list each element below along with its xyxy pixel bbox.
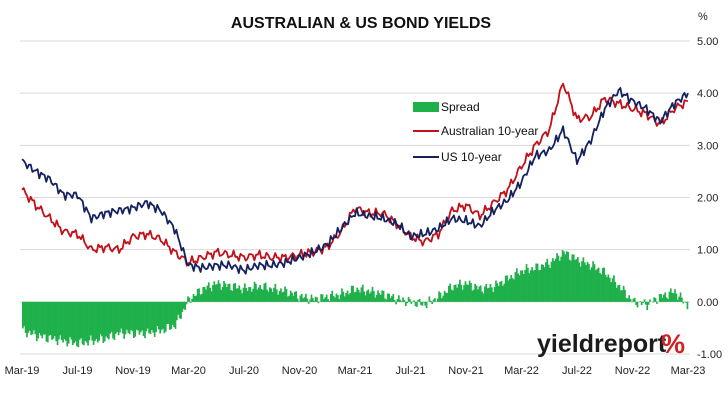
y-tick-label: 2.00	[697, 193, 718, 205]
spread-bar	[394, 300, 396, 302]
legend-label: Australian 10-year	[441, 124, 538, 138]
legend-label: Spread	[441, 100, 480, 114]
chart-title: AUSTRALIAN & US BOND YIELDS	[231, 15, 491, 32]
spread-bar	[434, 298, 436, 302]
x-tick-label: Nov-19	[115, 365, 150, 377]
spread-bar	[682, 302, 684, 304]
spread-bar	[642, 302, 644, 303]
x-tick-label: Jul-20	[229, 365, 259, 377]
x-tick-label: Nov-20	[282, 365, 317, 377]
legend-swatch-spread	[413, 102, 439, 112]
yieldreport-logo: yieldreport %	[537, 329, 685, 359]
spread-bar	[186, 302, 188, 305]
spread-bar	[404, 300, 406, 302]
spread-bar	[681, 298, 683, 302]
spread-bar	[644, 299, 646, 301]
y-axis-unit-label: %	[698, 11, 708, 23]
x-tick-label: Mar-19	[5, 365, 40, 377]
spread-bar	[189, 298, 191, 302]
logo-percent-symbol: %	[661, 329, 685, 359]
x-tick-label: Mar-21	[338, 365, 373, 377]
spread-bar	[316, 297, 318, 302]
legend-label: US 10-year	[441, 150, 502, 164]
spread-bar	[190, 302, 192, 303]
y-tick-label: 5.00	[697, 36, 718, 48]
x-tick-label: Jul-22	[562, 365, 592, 377]
spread-bar	[416, 302, 418, 307]
spread-bar	[318, 302, 320, 303]
spread-bar	[637, 302, 639, 308]
spread-bar	[634, 298, 636, 302]
legend: Spread Australian 10-year US 10-year	[413, 100, 538, 164]
spread-bar	[413, 301, 415, 302]
spread-bar	[656, 302, 658, 304]
spread-bar	[639, 301, 641, 302]
x-tick-label: Nov-21	[448, 365, 483, 377]
spread-bar	[426, 302, 428, 308]
x-tick-label: Mar-20	[171, 365, 206, 377]
x-tick-label: Mar-22	[504, 365, 539, 377]
spread-bar	[411, 302, 413, 304]
spread-bar	[409, 299, 411, 302]
spread-bar	[649, 299, 651, 301]
spread-bar	[306, 299, 308, 302]
spread-bar	[652, 302, 654, 303]
spread-bar	[419, 299, 421, 302]
series-line-australian-10-year	[22, 84, 688, 266]
spread-bar	[395, 302, 397, 305]
spread-bar	[308, 302, 310, 304]
x-tick-label: Jul-21	[396, 365, 426, 377]
y-tick-label: -1.00	[697, 349, 722, 361]
spread-bar	[630, 299, 632, 302]
y-tick-label: 4.00	[697, 88, 718, 100]
yield-lines	[22, 84, 688, 274]
spread-bar	[655, 298, 657, 302]
x-tick-label: Mar-23	[671, 365, 706, 377]
x-tick-label: Nov-22	[615, 365, 650, 377]
x-axis-tick-labels: Mar-19 Jul-19 Nov-19 Mar-20 Jul-20 Nov-20 Mar-…	[5, 365, 706, 377]
x-tick-label: Jul-19	[63, 365, 93, 377]
y-tick-label: 1.00	[697, 245, 718, 257]
spread-bar	[648, 302, 650, 305]
spread-bar	[431, 302, 433, 304]
logo-wordmark: yieldreport	[537, 330, 667, 358]
spread-bar	[687, 302, 689, 309]
spread-bar	[406, 302, 408, 303]
y-axis-tick-labels: 5.00 4.00 3.00 2.00 1.00 0.00 -1.00	[697, 36, 722, 361]
y-tick-label: 0.00	[697, 297, 718, 309]
spread-bar	[430, 301, 432, 302]
y-tick-label: 3.00	[697, 140, 718, 152]
